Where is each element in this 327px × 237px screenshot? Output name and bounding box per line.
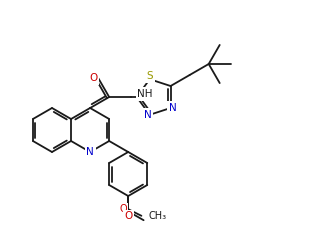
Text: N: N xyxy=(169,103,177,113)
Text: N: N xyxy=(144,110,151,120)
Text: O: O xyxy=(89,73,97,83)
Text: N: N xyxy=(86,147,94,157)
Text: O: O xyxy=(119,204,127,214)
Text: S: S xyxy=(146,71,153,81)
Text: CH₃: CH₃ xyxy=(148,211,166,221)
Text: O: O xyxy=(124,211,132,221)
Text: NH: NH xyxy=(137,89,153,99)
